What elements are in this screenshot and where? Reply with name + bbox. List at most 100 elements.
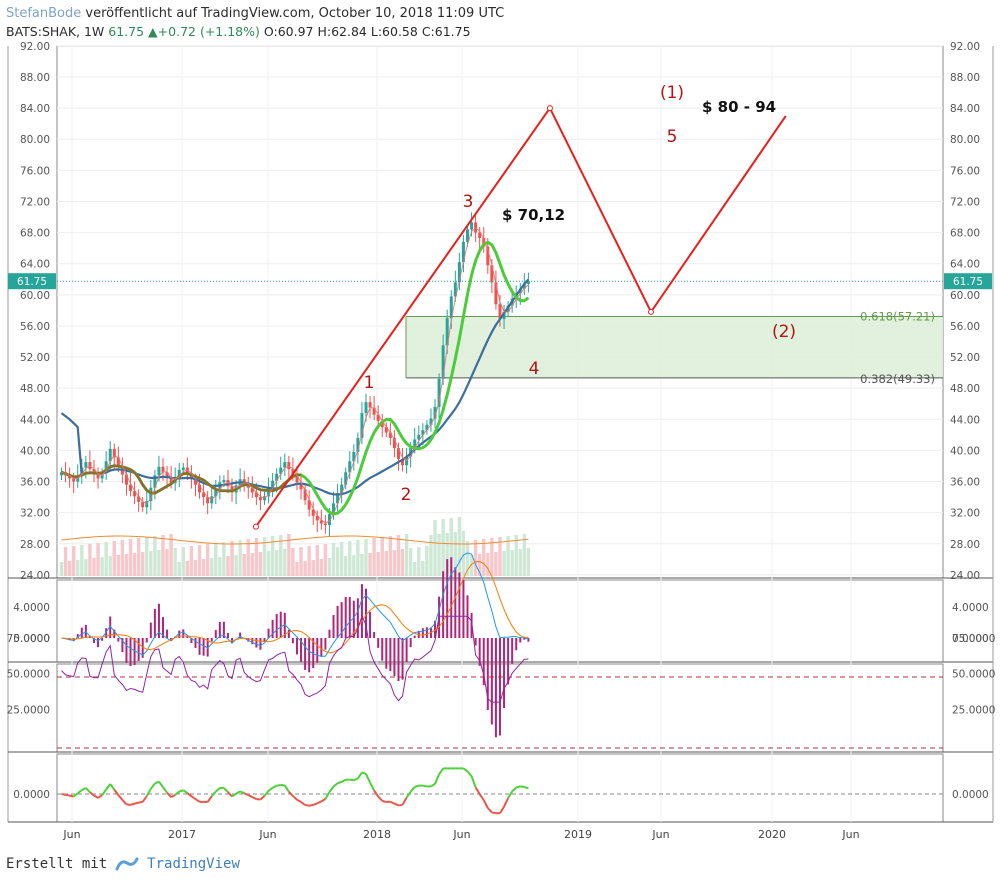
price-tick-left: 64.00 [20, 259, 50, 271]
time-tick: Jun [258, 828, 276, 841]
volume-bar [120, 540, 125, 576]
rsi-tick-right: 50.0000 [952, 669, 995, 681]
candle [490, 265, 494, 283]
volume-bar [205, 544, 210, 576]
volume-bar [128, 539, 133, 576]
price-tick-right: 84.00 [950, 103, 980, 115]
price-tick-right: 64.00 [950, 259, 980, 271]
volume-bar [429, 535, 433, 576]
volume-bar [510, 550, 514, 576]
candle [279, 467, 283, 474]
candle [303, 489, 307, 501]
volume-bar [413, 562, 417, 576]
volume-bar [315, 545, 319, 576]
candle [133, 490, 137, 497]
osc-segment [126, 803, 131, 806]
volume-bar [201, 559, 206, 576]
candle [401, 458, 405, 466]
macd-tick-left: 0.0000 [13, 633, 50, 645]
candle [157, 466, 161, 476]
price-annotation-80-94: $ 80 - 94 [702, 98, 776, 116]
up-arrow-icon: ▲ [148, 24, 158, 39]
footer: Erstellt mit TradingView [6, 856, 240, 872]
volume-bar [360, 554, 364, 576]
osc-segment [130, 802, 135, 806]
osc-segment [178, 789, 184, 793]
volume-bar [238, 540, 242, 576]
osc-segment [296, 798, 302, 803]
low-value: L:60.58 [370, 24, 418, 39]
footer-brand[interactable]: TradingView [147, 856, 240, 872]
volume-bar [108, 556, 112, 576]
volume-bar [335, 547, 340, 576]
price-tick-left: 44.00 [20, 414, 50, 426]
osc-segment [482, 799, 489, 809]
candle [340, 484, 344, 494]
candle [429, 418, 433, 425]
candle [396, 448, 400, 459]
price-tick-right: 40.00 [950, 445, 980, 457]
last-price-tag-left-text: 61.75 [17, 276, 47, 288]
volume-bar [417, 547, 421, 576]
osc-segment [466, 770, 473, 777]
volume-bar [67, 561, 72, 576]
candle [206, 497, 210, 504]
volume-bar [506, 536, 510, 576]
price-tick-left: 36.00 [20, 477, 50, 489]
osc-segment [77, 789, 83, 795]
price-tick-left: 76.00 [20, 165, 50, 177]
osc-segment [308, 803, 314, 807]
candle [198, 484, 202, 493]
osc-segment [507, 790, 514, 799]
candle [193, 479, 197, 485]
volume-bar [502, 551, 506, 576]
candle [108, 448, 112, 462]
candle [116, 457, 120, 466]
price-tick-right: 68.00 [950, 228, 980, 240]
candle [124, 474, 128, 485]
price-tick-left: 48.00 [20, 383, 50, 395]
osc-segment [194, 798, 201, 803]
candle [250, 487, 254, 493]
rsi-tick-left: 50.0000 [7, 669, 50, 681]
candle [486, 246, 490, 266]
last-price-tag-right-text: 61.75 [953, 276, 983, 288]
osc-segment [349, 778, 354, 782]
volume-ma-line [61, 535, 529, 545]
volume-bar [96, 543, 100, 576]
osc-segment [288, 790, 294, 797]
volume-bar [124, 554, 129, 576]
volume-bar [498, 537, 502, 576]
candle [267, 487, 271, 497]
last-price: 61.75 [108, 24, 145, 39]
price-tick-right: 48.00 [950, 383, 980, 395]
candle [388, 432, 392, 438]
ma-long-line [60, 278, 530, 496]
tradingview-logo-icon [115, 857, 139, 871]
candle [466, 229, 469, 242]
osc-segment [150, 782, 156, 790]
time-tick: Jun [452, 828, 470, 841]
candle [445, 318, 449, 346]
osc-segment [365, 773, 371, 783]
osc-segment [337, 780, 342, 785]
author-name[interactable]: StefanBode [6, 6, 82, 21]
osc-segment [259, 795, 266, 801]
rsi-tick-right: 25.0000 [952, 704, 995, 716]
wave-label: (1) [660, 83, 684, 103]
volume-bar [165, 549, 169, 576]
candle [210, 496, 214, 504]
volume-bar [92, 558, 96, 576]
candle [242, 479, 246, 484]
volume-bar [344, 556, 348, 576]
volume-bar [380, 537, 384, 576]
published-text: veröffentlicht auf TradingView.com, Octo… [85, 6, 505, 21]
rsi-tick-left: 75.0000 [7, 633, 50, 645]
osc-segment [389, 800, 395, 805]
volume-bar [214, 543, 218, 576]
candle [336, 493, 340, 504]
volume-bar [141, 552, 145, 576]
candle [222, 479, 226, 483]
volume-bar [116, 555, 121, 576]
